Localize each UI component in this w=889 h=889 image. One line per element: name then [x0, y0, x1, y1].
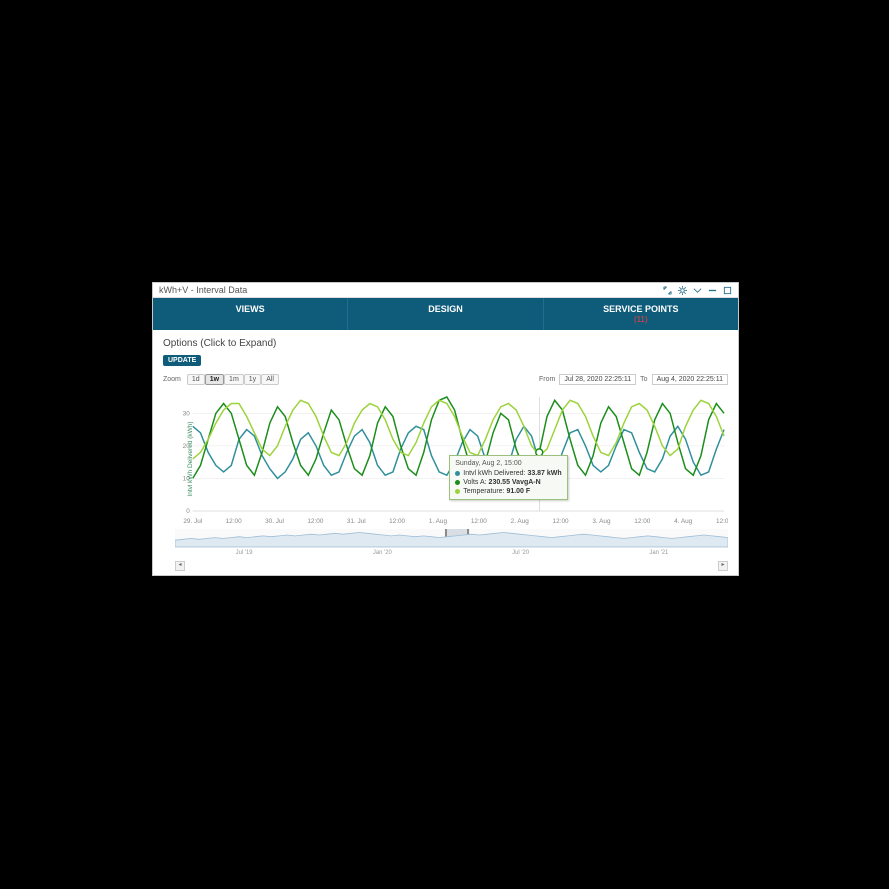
- update-button[interactable]: UPDATE: [163, 355, 201, 366]
- date-range-group: From Jul 28, 2020 22:25:11 To Aug 4, 202…: [539, 374, 728, 385]
- svg-text:30: 30: [183, 410, 191, 417]
- svg-text:Jan '20: Jan '20: [373, 550, 393, 555]
- svg-text:29. Jul: 29. Jul: [183, 518, 202, 525]
- svg-text:3. Aug: 3. Aug: [592, 518, 611, 525]
- interval-data-window: kWh+V - Interval Data VIEWS DESIGN SERVI…: [152, 282, 739, 576]
- zoom-label: Zoom: [163, 376, 181, 383]
- range-row: Zoom 1d1w1m1yAll From Jul 28, 2020 22:25…: [153, 372, 738, 391]
- svg-text:0: 0: [186, 508, 190, 515]
- scroll-left-button[interactable]: ◂: [175, 561, 185, 571]
- tab-label: SERVICE POINTS: [603, 304, 678, 314]
- svg-text:12:00: 12:00: [307, 518, 323, 525]
- tab-views[interactable]: VIEWS: [153, 298, 348, 330]
- zoom-1w-button[interactable]: 1w: [205, 374, 224, 385]
- from-date-field[interactable]: Jul 28, 2020 22:25:11: [559, 374, 636, 385]
- options-toggle[interactable]: Options (Click to Expand): [153, 330, 738, 353]
- svg-text:12:00: 12:00: [471, 518, 487, 525]
- maximize-icon[interactable]: [723, 286, 732, 295]
- navigator-scrollbar: ◂ ▸: [175, 561, 728, 571]
- svg-text:12:00: 12:00: [226, 518, 242, 525]
- svg-text:12:00: 12:00: [389, 518, 405, 525]
- svg-text:Jan '21: Jan '21: [649, 550, 669, 555]
- tabstrip: VIEWS DESIGN SERVICE POINTS (11): [153, 298, 738, 330]
- svg-text:Jul '19: Jul '19: [236, 550, 254, 555]
- yaxis-label: Intvl kWh Delivered (kWh): [187, 421, 194, 496]
- zoom-All-button[interactable]: All: [261, 374, 279, 385]
- window-title: kWh+V - Interval Data: [159, 285, 247, 295]
- options-label: Options (Click to Expand): [163, 338, 276, 349]
- zoom-1m-button[interactable]: 1m: [224, 374, 244, 385]
- minimize-icon[interactable]: [708, 286, 717, 295]
- tab-service-points[interactable]: SERVICE POINTS (11): [544, 298, 738, 330]
- svg-text:4. Aug: 4. Aug: [674, 518, 693, 525]
- titlebar: kWh+V - Interval Data: [153, 283, 738, 298]
- from-label: From: [539, 376, 555, 383]
- svg-text:12:00: 12:00: [716, 518, 728, 525]
- svg-text:1. Aug: 1. Aug: [429, 518, 448, 525]
- svg-text:Jul '20: Jul '20: [512, 550, 530, 555]
- scroll-right-button[interactable]: ▸: [718, 561, 728, 571]
- zoom-1d-button[interactable]: 1d: [187, 374, 205, 385]
- svg-text:2. Aug: 2. Aug: [511, 518, 530, 525]
- chart-tooltip: Sunday, Aug 2, 15:00Intvl kWh Delivered:…: [449, 455, 567, 500]
- main-chart[interactable]: Intvl kWh Delivered (kWh) 010203029. Jul…: [175, 393, 728, 525]
- tab-design[interactable]: DESIGN: [348, 298, 543, 330]
- expand-icon[interactable]: [663, 286, 672, 295]
- tab-label: DESIGN: [428, 304, 463, 314]
- zoom-group: Zoom 1d1w1m1yAll: [163, 376, 279, 383]
- window-controls: [663, 286, 732, 295]
- svg-text:12:00: 12:00: [634, 518, 650, 525]
- gear-icon[interactable]: [678, 286, 687, 295]
- navigator-chart[interactable]: Jul '19 Jan '20 Jul '20 Jan '21: [175, 529, 728, 555]
- to-date-field[interactable]: Aug 4, 2020 22:25:11: [652, 374, 728, 385]
- to-label: To: [640, 376, 647, 383]
- svg-text:12:00: 12:00: [553, 518, 569, 525]
- tab-label: VIEWS: [236, 304, 265, 314]
- zoom-1y-button[interactable]: 1y: [244, 374, 261, 385]
- caret-down-icon[interactable]: [693, 286, 702, 295]
- svg-text:30. Jul: 30. Jul: [265, 518, 284, 525]
- svg-text:31. Jul: 31. Jul: [347, 518, 366, 525]
- tab-sublabel: (11): [544, 315, 738, 324]
